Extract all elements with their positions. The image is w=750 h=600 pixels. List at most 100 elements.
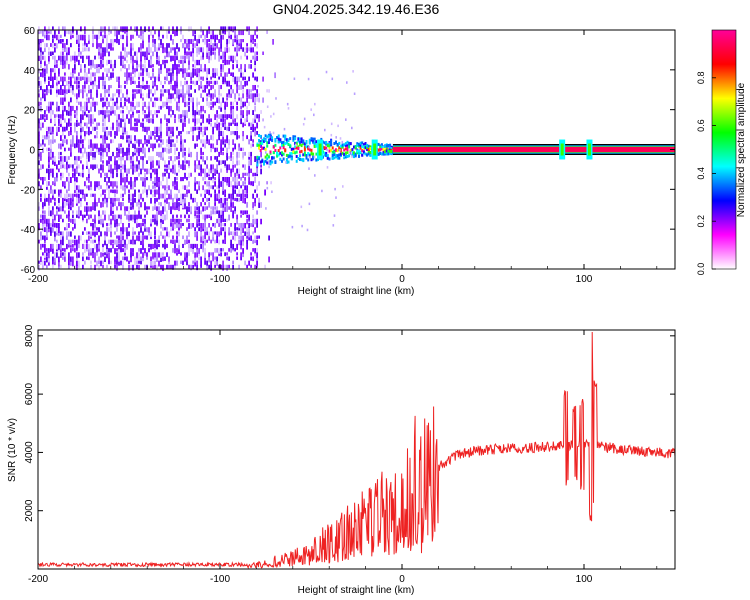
noise-cell [146, 126, 148, 133]
noise-cell [240, 30, 242, 36]
speckle-cell [308, 145, 310, 149]
noise-cell [154, 76, 156, 82]
noise-cell [52, 51, 54, 55]
noise-cell [162, 235, 164, 239]
noise-cell [92, 164, 94, 171]
noise-cell [142, 143, 144, 148]
noise-cell [204, 85, 206, 91]
noise-cell [120, 214, 122, 220]
transition-cell [351, 153, 354, 157]
noise-cell [250, 39, 252, 43]
noise-cell [92, 80, 94, 85]
noise-cell [218, 97, 220, 104]
noise-cell [156, 85, 158, 91]
noise-cell [156, 252, 158, 258]
noise-cell [174, 193, 176, 200]
transition-cell [292, 147, 295, 151]
noise-cell [114, 39, 116, 43]
noise-cell [208, 26, 210, 30]
transition-cell [364, 152, 367, 156]
noise-cell [68, 122, 70, 127]
noise-cell [46, 135, 48, 140]
noise-cell [224, 160, 226, 166]
noise-cell [106, 143, 108, 148]
noise-cell [214, 80, 216, 85]
noise-cell [166, 126, 168, 132]
noise-cell [50, 43, 52, 47]
noise-cell [58, 193, 60, 197]
noise-cell [92, 114, 94, 119]
noise-cell [68, 110, 70, 116]
noise-cell [50, 147, 52, 153]
noise-cell [134, 135, 136, 141]
noise-cell [38, 239, 40, 244]
noise-cell [112, 72, 114, 78]
noise-cell [168, 172, 170, 179]
noise-cell [88, 231, 90, 235]
noise-cell [72, 26, 74, 33]
noise-cell [120, 68, 122, 72]
noise-cell [242, 227, 244, 233]
noise-cell [144, 64, 146, 69]
noise-cell [84, 227, 86, 231]
noise-cell [130, 105, 132, 112]
noise-cell [174, 185, 176, 190]
noise-cell [106, 227, 108, 232]
noise-cell [200, 47, 202, 53]
noise-cell [220, 85, 222, 90]
noise-cell [194, 164, 196, 170]
transition-cell [328, 157, 331, 161]
noise-cell [132, 214, 134, 220]
noise-cell [172, 126, 174, 132]
noise-cell [196, 164, 198, 170]
noise-cell [66, 168, 68, 173]
noise-cell [120, 101, 122, 108]
noise-cell [56, 248, 58, 252]
noise-cell [200, 243, 202, 249]
noise-cell [174, 55, 176, 61]
noise-cell [100, 97, 102, 102]
noise-cell [80, 131, 82, 136]
noise-cell [206, 30, 208, 36]
noise-cell [172, 168, 174, 174]
noise-cell [162, 227, 164, 231]
noise-cell [156, 197, 158, 202]
noise-cell [260, 143, 262, 148]
noise-cell [178, 156, 180, 160]
noise-cell [62, 105, 64, 110]
noise-cell [178, 101, 180, 106]
noise-cell [70, 126, 72, 133]
noise-cell [246, 185, 248, 191]
noise-cell [80, 122, 82, 129]
noise-cell [270, 181, 272, 185]
noise-cell [210, 193, 212, 198]
noise-cell [184, 206, 186, 210]
noise-cell [118, 235, 120, 240]
noise-cell [176, 156, 178, 160]
noise-cell [226, 39, 228, 45]
noise-cell [112, 101, 114, 106]
noise-cell [194, 243, 196, 248]
noise-cell [96, 164, 98, 169]
noise-cell [148, 105, 150, 112]
transition-cell [277, 137, 280, 141]
noise-cell [152, 51, 154, 57]
transition-cell [325, 142, 328, 146]
noise-cell [162, 89, 164, 93]
noise-cell [50, 101, 52, 107]
noise-cell [94, 243, 96, 250]
noise-cell [204, 39, 206, 45]
noise-cell [120, 193, 122, 199]
noise-cell [116, 101, 118, 106]
noise-cell [68, 30, 70, 35]
noise-cell [144, 101, 146, 107]
noise-cell [246, 118, 248, 122]
noise-cell [210, 97, 212, 101]
noise-cell [214, 55, 216, 60]
noise-cell [134, 93, 136, 99]
noise-cell [210, 122, 212, 127]
noise-cell [202, 185, 204, 191]
noise-cell [238, 151, 240, 158]
noise-cell [222, 147, 224, 151]
transition-cell [289, 154, 292, 158]
